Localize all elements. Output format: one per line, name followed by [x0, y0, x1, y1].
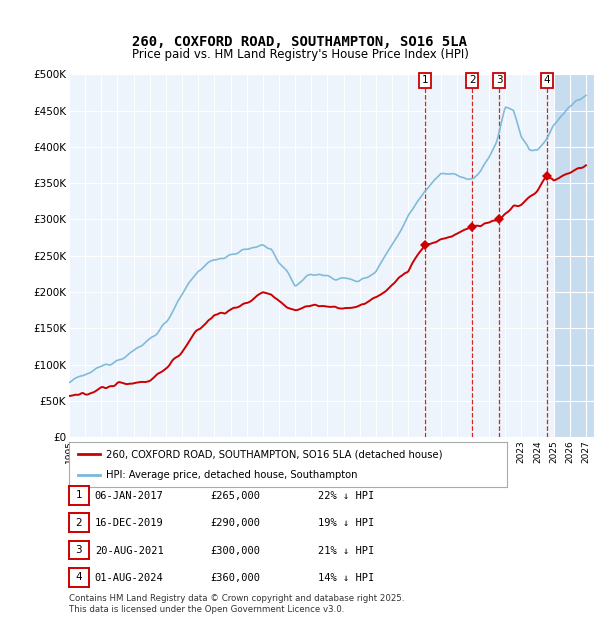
Text: 4: 4 [76, 572, 82, 582]
Text: 14% ↓ HPI: 14% ↓ HPI [318, 573, 374, 583]
Text: 4: 4 [544, 75, 550, 85]
Text: 260, COXFORD ROAD, SOUTHAMPTON, SO16 5LA (detached house): 260, COXFORD ROAD, SOUTHAMPTON, SO16 5LA… [106, 449, 443, 459]
Text: 20-AUG-2021: 20-AUG-2021 [95, 546, 164, 556]
Text: 06-JAN-2017: 06-JAN-2017 [95, 491, 164, 501]
Text: 19% ↓ HPI: 19% ↓ HPI [318, 518, 374, 528]
Text: £290,000: £290,000 [210, 518, 260, 528]
Text: 2: 2 [76, 518, 82, 528]
Text: 1: 1 [421, 75, 428, 85]
Text: 260, COXFORD ROAD, SOUTHAMPTON, SO16 5LA: 260, COXFORD ROAD, SOUTHAMPTON, SO16 5LA [133, 35, 467, 49]
Bar [554, 74, 594, 437]
Text: Contains HM Land Registry data © Crown copyright and database right 2025.
This d: Contains HM Land Registry data © Crown c… [69, 595, 404, 614]
Text: 16-DEC-2019: 16-DEC-2019 [95, 518, 164, 528]
Text: £300,000: £300,000 [210, 546, 260, 556]
Text: 21% ↓ HPI: 21% ↓ HPI [318, 546, 374, 556]
Text: 01-AUG-2024: 01-AUG-2024 [95, 573, 164, 583]
Text: Price paid vs. HM Land Registry's House Price Index (HPI): Price paid vs. HM Land Registry's House … [131, 48, 469, 61]
Text: £360,000: £360,000 [210, 573, 260, 583]
Text: 3: 3 [76, 545, 82, 555]
Text: £265,000: £265,000 [210, 491, 260, 501]
Text: 22% ↓ HPI: 22% ↓ HPI [318, 491, 374, 501]
Text: HPI: Average price, detached house, Southampton: HPI: Average price, detached house, Sout… [106, 469, 358, 480]
Text: 3: 3 [496, 75, 503, 85]
Text: 2: 2 [469, 75, 476, 85]
Text: 1: 1 [76, 490, 82, 500]
